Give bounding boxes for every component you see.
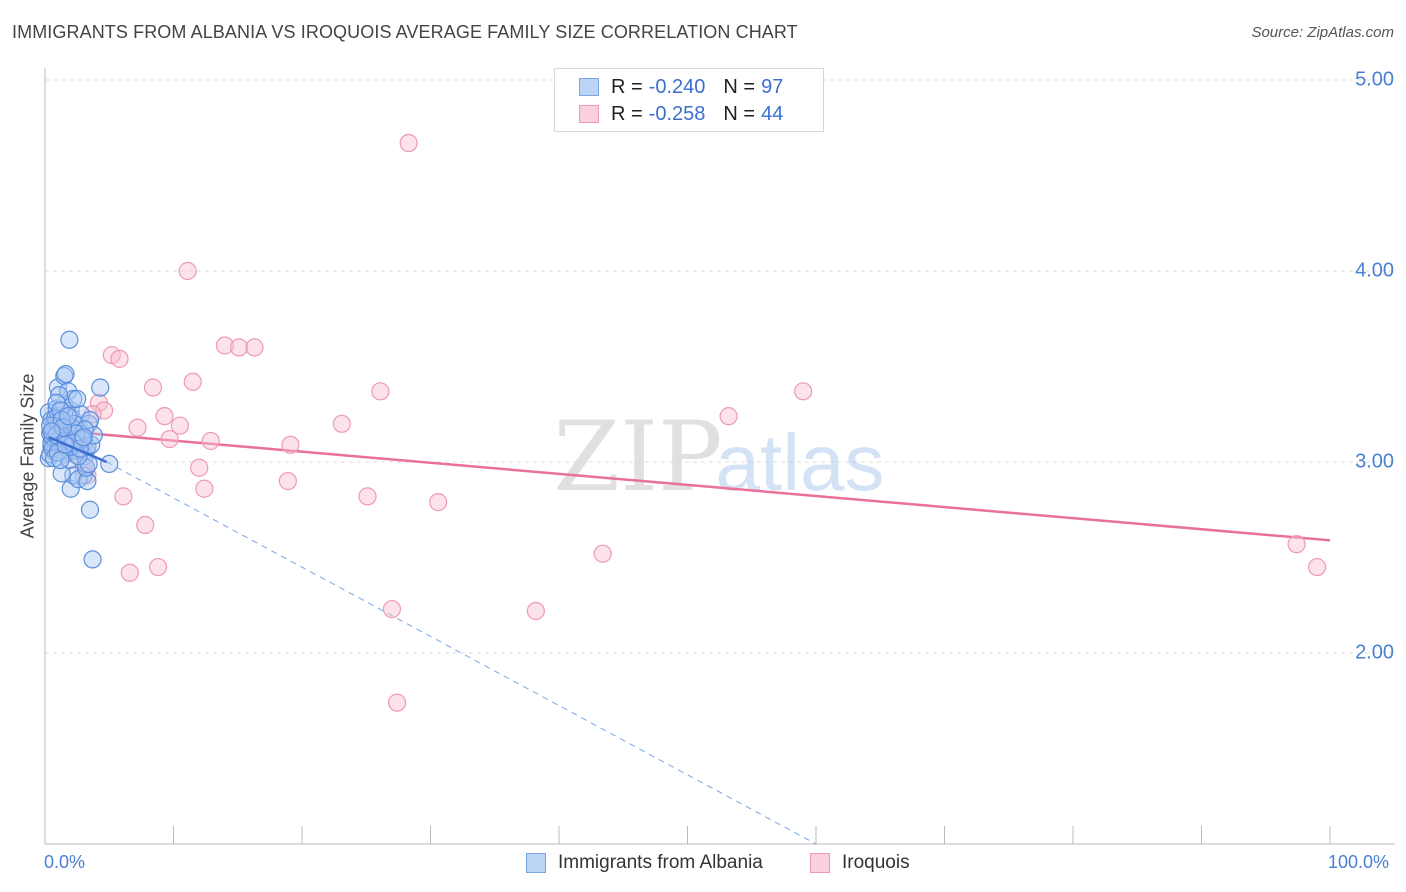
point-iroquois: [245, 338, 264, 357]
y-tick-label: 3.00: [1355, 450, 1394, 473]
point-iroquois: [399, 133, 418, 153]
legend-swatch-albania: [579, 78, 599, 96]
chart-title: IMMIGRANTS FROM ALBANIA VS IROQUOIS AVER…: [12, 22, 798, 42]
point-albania: [74, 428, 93, 447]
point-iroquois: [114, 487, 133, 506]
point-albania: [48, 378, 67, 397]
point-albania: [56, 365, 75, 384]
y-tick-label: 5.00: [1355, 68, 1394, 91]
point-albania: [68, 389, 87, 409]
source-label: Source: ZipAtlas.com: [1251, 24, 1394, 41]
bottom-legend-albania[interactable]: Immigrants from Albania: [526, 852, 763, 874]
point-iroquois: [136, 515, 155, 535]
point-iroquois: [143, 378, 163, 397]
r-label: R =: [611, 102, 643, 125]
point-iroquois: [794, 382, 813, 401]
point-iroquois: [148, 557, 168, 577]
point-albania: [83, 550, 102, 569]
trend-lines: [44, 428, 1331, 845]
r-value-albania: -0.240: [648, 75, 706, 98]
point-iroquois: [387, 693, 407, 712]
point-iroquois: [178, 261, 197, 281]
point-iroquois: [128, 418, 147, 437]
legend-swatch-iroquois: [579, 105, 599, 123]
legend-row-iroquois: R = -0.258 N = 44: [579, 102, 783, 126]
point-albania: [42, 422, 61, 441]
point-iroquois: [382, 599, 402, 619]
r-value-iroquois: -0.258: [648, 102, 706, 125]
point-iroquois: [358, 487, 377, 506]
trend-line-albania: [48, 436, 108, 464]
point-iroquois: [278, 472, 297, 491]
point-iroquois: [160, 429, 179, 449]
n-value-albania: 97: [761, 75, 784, 98]
x-tick-max: 100.0%: [1328, 852, 1390, 872]
point-iroquois: [371, 382, 390, 401]
point-iroquois: [332, 414, 351, 433]
axes: [44, 68, 1395, 845]
trend-line-iroquois: [44, 428, 1331, 542]
point-iroquois: [1308, 557, 1327, 577]
point-albania: [80, 500, 100, 519]
data-points: [39, 133, 1327, 712]
point-iroquois: [1287, 535, 1306, 554]
point-albania: [91, 378, 110, 397]
point-iroquois: [201, 431, 220, 451]
bottom-legend-iroquois[interactable]: Iroquois: [810, 852, 910, 874]
legend-row-albania: R = -0.240 N = 97: [579, 75, 783, 99]
legend-swatch-albania: [526, 853, 546, 873]
watermark-zip: ZIP: [553, 401, 722, 513]
legend-swatch-iroquois: [810, 853, 830, 873]
point-iroquois: [215, 336, 234, 355]
point-albania: [52, 464, 71, 483]
point-iroquois: [719, 407, 738, 426]
point-iroquois: [229, 338, 249, 357]
point-albania: [61, 479, 80, 498]
point-albania: [80, 410, 100, 430]
point-iroquois: [95, 401, 114, 420]
n-label: N =: [723, 75, 756, 98]
point-iroquois: [190, 458, 209, 477]
x-tick-min: 0.0%: [44, 852, 86, 872]
point-iroquois: [110, 349, 129, 368]
point-albania: [60, 330, 79, 349]
point-iroquois: [155, 407, 174, 426]
point-iroquois: [429, 493, 448, 512]
point-iroquois: [593, 544, 612, 563]
trend-line-albania-extended: [106, 461, 817, 845]
stats-legend: R = -0.240 N = 97 R = -0.258 N = 44: [554, 68, 824, 132]
watermark-atlas: atlas: [716, 418, 885, 507]
point-iroquois: [281, 435, 300, 454]
gridlines: [45, 79, 1395, 654]
point-iroquois: [170, 416, 190, 435]
point-iroquois: [120, 563, 139, 582]
y-tick-label: 2.00: [1355, 641, 1394, 664]
point-iroquois: [195, 479, 214, 498]
y-tick-label: 4.00: [1355, 259, 1394, 282]
legend-label-albania: Immigrants from Albania: [558, 852, 763, 873]
point-iroquois: [183, 372, 202, 391]
n-value-iroquois: 44: [761, 102, 784, 125]
point-iroquois: [526, 601, 545, 621]
point-albania: [100, 454, 119, 474]
point-albania: [51, 450, 70, 470]
n-label: N =: [723, 102, 756, 125]
legend-label-iroquois: Iroquois: [842, 852, 910, 873]
point-albania: [59, 407, 78, 426]
r-label: R =: [611, 75, 643, 98]
